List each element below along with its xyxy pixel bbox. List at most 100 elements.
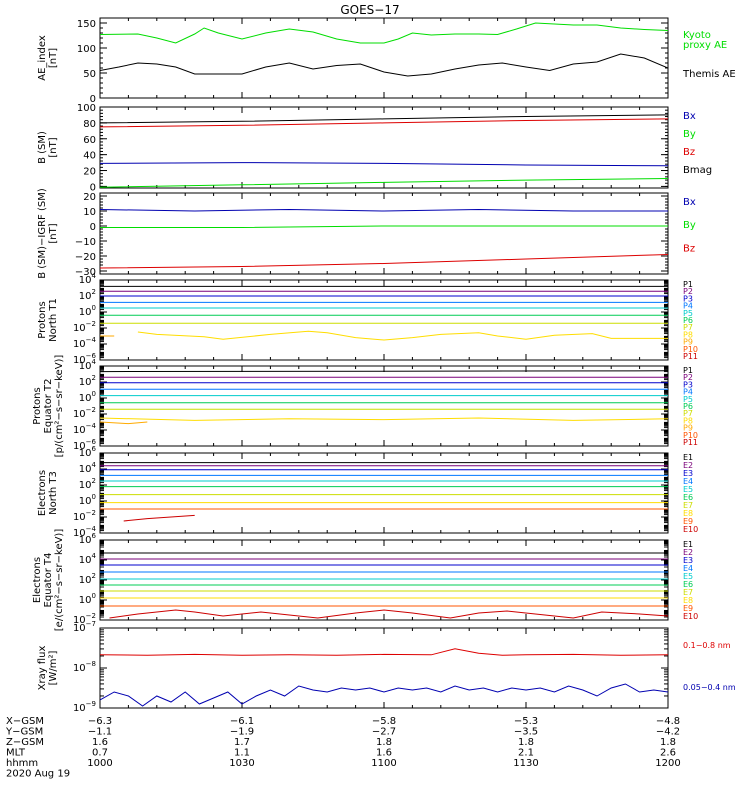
y-tick-label: 20 bbox=[83, 167, 96, 178]
legend-label: P6 bbox=[683, 402, 693, 411]
y-axis-label-line: Electrons bbox=[32, 557, 43, 603]
series-line-bx bbox=[100, 162, 668, 167]
legend-label: E5 bbox=[683, 485, 693, 494]
y-axis-label-line: [W/m²] bbox=[48, 650, 59, 685]
x-tick-label: 2.1 bbox=[518, 748, 534, 759]
y-tick-label: 100 bbox=[79, 304, 96, 318]
y-tick-label: −10 bbox=[75, 237, 96, 248]
y-axis-label-line: [nT] bbox=[48, 48, 59, 68]
series-line-e10 bbox=[109, 609, 668, 619]
legend-label: E8 bbox=[683, 596, 693, 605]
x-tick-label: −1.1 bbox=[88, 727, 112, 738]
y-tick-label: 102 bbox=[79, 374, 96, 388]
y-axis-label: B (SM)−IGRF (SM) [nT] bbox=[37, 188, 59, 279]
y-axis-label-line: [p/(cm²−s−sr−keV)] bbox=[54, 355, 65, 458]
series-line-bmag bbox=[100, 114, 668, 124]
legend-label: Bx bbox=[683, 197, 696, 208]
series-line-by bbox=[100, 225, 668, 228]
legend-label: P1 bbox=[683, 366, 693, 375]
legend-label: E8 bbox=[683, 509, 693, 518]
legend-label: P10 bbox=[683, 345, 698, 354]
panel-frame bbox=[99, 192, 669, 275]
series-line-e10 bbox=[123, 514, 195, 522]
y-tick-label: 100 bbox=[79, 390, 96, 404]
y-tick-label: 102 bbox=[79, 477, 96, 491]
y-axis-label-line: North T3 bbox=[48, 471, 59, 515]
series-line-0-1-0-8-nm bbox=[100, 648, 668, 656]
panel-3: −30 −20 −10 0 10 20 B (SM)−IGRF (SM) [nT] Bx By Bz bbox=[37, 188, 696, 279]
x-tick-label: 1.8 bbox=[660, 737, 676, 748]
legend-label: P8 bbox=[683, 416, 693, 425]
y-tick-label: −20 bbox=[75, 252, 96, 263]
y-tick-label: 106 bbox=[79, 532, 97, 546]
legend-label: P9 bbox=[683, 424, 693, 433]
legend-label: E9 bbox=[683, 604, 693, 613]
series-line-by bbox=[100, 178, 668, 188]
legend-label: E3 bbox=[683, 556, 693, 565]
y-axis-label-line: Xray flux bbox=[37, 646, 48, 691]
x-tick-label: 1.7 bbox=[234, 737, 250, 748]
y-axis-label-line: B (SM) bbox=[37, 131, 48, 164]
panel-frame bbox=[99, 627, 669, 709]
legend-label: P4 bbox=[683, 302, 693, 311]
series-line-themis-ae bbox=[100, 53, 668, 77]
y-axis-label-line: Electrons bbox=[37, 470, 48, 516]
y-tick-label: 10−7 bbox=[73, 620, 96, 634]
series-line-0-05-0-4-nm bbox=[100, 683, 668, 707]
y-tick-label: 80 bbox=[83, 119, 96, 130]
legend-label: P11 bbox=[683, 352, 698, 361]
series-line-kyoto-proxy-ae bbox=[100, 22, 668, 44]
legend-label: E9 bbox=[683, 517, 693, 526]
x-tick-label: 1200 bbox=[655, 758, 680, 769]
series-line-bx bbox=[100, 208, 668, 212]
series-line-bz bbox=[100, 118, 668, 128]
y-axis-label-line: [nT] bbox=[48, 137, 59, 157]
legend-label: P7 bbox=[683, 323, 693, 332]
y-axis-label-line: AE_index bbox=[37, 35, 48, 81]
y-tick-label: 10−2 bbox=[73, 509, 96, 523]
legend-label: E2 bbox=[683, 461, 693, 470]
y-tick-label: 40 bbox=[83, 151, 96, 162]
chart-title: GOES−17 bbox=[340, 3, 399, 17]
legend-label: Kyoto bbox=[683, 30, 711, 41]
legend-label: E1 bbox=[683, 453, 693, 462]
date-label: 2020 Aug 19 bbox=[6, 769, 70, 780]
y-tick-label: 10−2 bbox=[73, 320, 96, 334]
x-tick-label: 1000 bbox=[87, 758, 112, 769]
y-tick-label: 102 bbox=[79, 288, 96, 302]
legend-label: E7 bbox=[683, 501, 693, 510]
y-axis-label-line: Protons bbox=[37, 301, 48, 338]
y-axis-label-line: Protons bbox=[32, 387, 43, 424]
y-tick-label: 10−9 bbox=[73, 700, 96, 714]
y-axis-label: Xray flux [W/m²] bbox=[37, 646, 59, 691]
legend-label: P11 bbox=[683, 438, 698, 447]
legend-label: P3 bbox=[683, 380, 693, 389]
legend-label: P5 bbox=[683, 309, 693, 318]
legend-label: By bbox=[683, 129, 696, 140]
legend-label: P4 bbox=[683, 388, 693, 397]
x-tick-label: 1.6 bbox=[92, 737, 108, 748]
y-axis-label-line: Equator T2 bbox=[43, 379, 54, 434]
y-tick-label: 104 bbox=[79, 358, 97, 372]
panel-frame bbox=[99, 452, 669, 534]
x-row-label: hhmm bbox=[6, 758, 38, 769]
y-tick-label: 104 bbox=[79, 461, 97, 475]
legend-label: P5 bbox=[683, 395, 693, 404]
y-axis-label-line: [nT] bbox=[48, 223, 59, 243]
y-axis-label-line: B (SM)−IGRF (SM) bbox=[37, 188, 48, 279]
x-tick-label: 1130 bbox=[513, 758, 538, 769]
y-tick-label: 150 bbox=[77, 19, 96, 30]
legend-label: P10 bbox=[683, 431, 698, 440]
x-tick-label: −5.8 bbox=[372, 716, 396, 727]
x-tick-label: −4.2 bbox=[656, 727, 680, 738]
legend-label: P8 bbox=[683, 330, 693, 339]
x-tick-label: 1030 bbox=[229, 758, 254, 769]
y-tick-label: 104 bbox=[79, 272, 97, 286]
y-tick-label: 100 bbox=[77, 103, 96, 114]
legend-label: P2 bbox=[683, 287, 693, 296]
series-line-bz bbox=[100, 254, 668, 269]
y-tick-label: 0 bbox=[90, 94, 96, 105]
